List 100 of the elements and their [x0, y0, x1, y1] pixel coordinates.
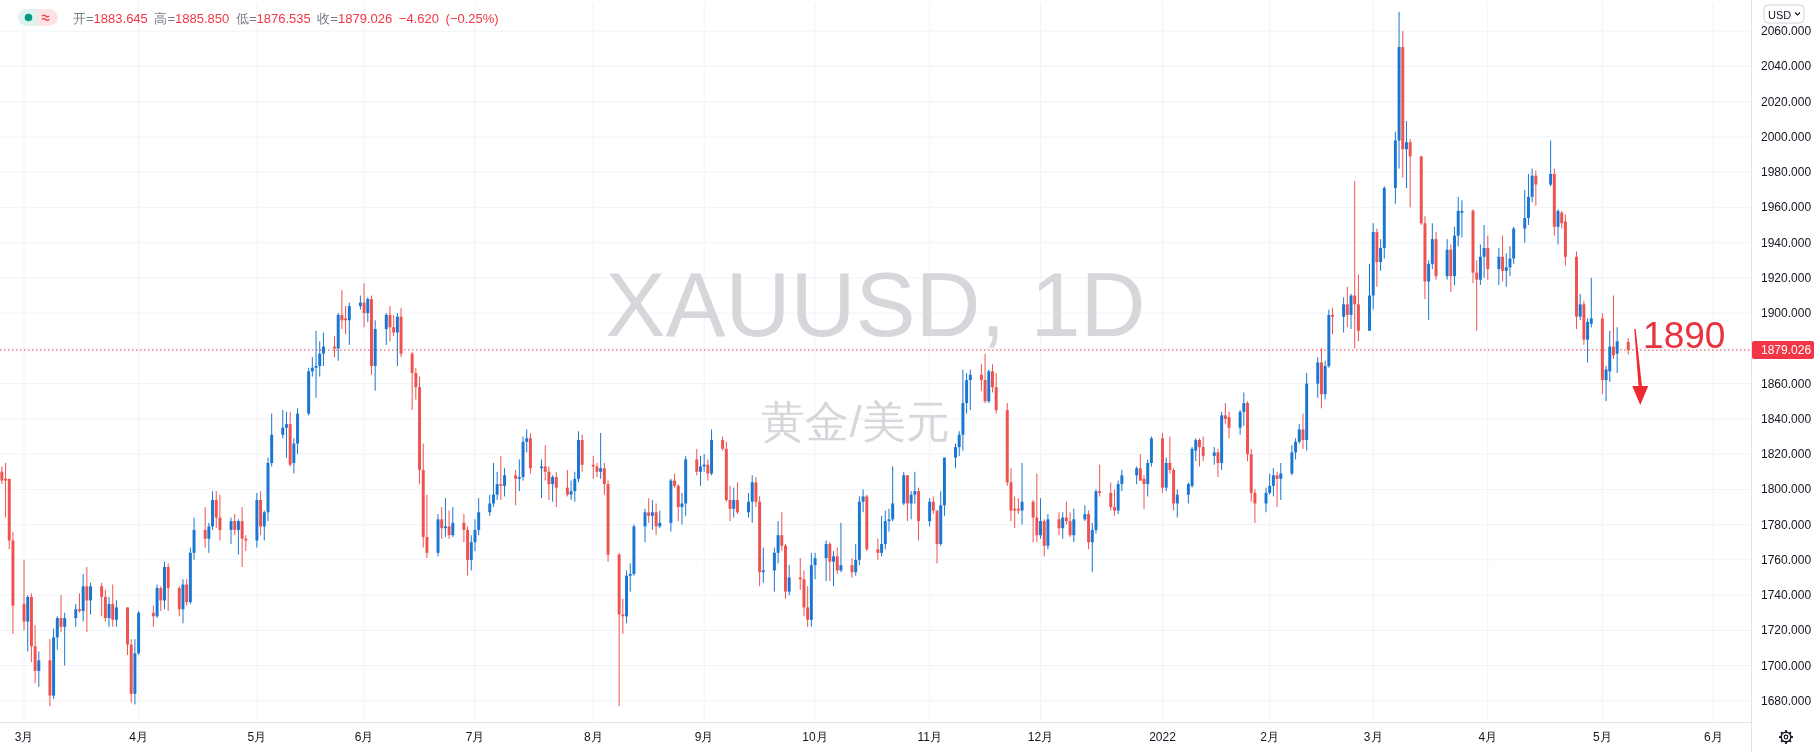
- y-tick-label: 1940.000: [1761, 235, 1812, 250]
- candlestick: [340, 289, 344, 330]
- candlestick: [114, 599, 118, 628]
- candlestick: [1146, 458, 1150, 497]
- candlestick: [676, 483, 680, 522]
- y-tick-label: 1700.000: [1761, 658, 1812, 673]
- candlestick: [1083, 504, 1087, 522]
- y-tick-label: 2060.000: [1761, 24, 1812, 39]
- candlestick: [968, 369, 972, 411]
- candlestick: [1345, 286, 1349, 328]
- candlestick: [883, 510, 887, 550]
- candlestick: [698, 455, 702, 487]
- candlestick: [706, 458, 710, 482]
- x-tick-label: 6月: [354, 730, 374, 744]
- candlestick: [647, 497, 651, 524]
- candlestick: [440, 506, 444, 540]
- y-tick-label: 1760.000: [1761, 552, 1812, 567]
- candlestick: [233, 513, 237, 536]
- candlestick: [499, 455, 503, 501]
- x-tick-label: 10月: [802, 730, 828, 744]
- candlestick: [554, 471, 558, 508]
- candlestick: [37, 651, 41, 688]
- x-tick-label: 7月: [465, 730, 485, 744]
- candlestick: [540, 458, 543, 499]
- candlestick: [1501, 235, 1505, 282]
- candlestick: [1068, 511, 1072, 538]
- ref-line-label: 1879.026: [1761, 343, 1812, 358]
- candlestick: [650, 499, 654, 531]
- candlestick: [85, 566, 89, 633]
- x-tick-label: 2022: [1149, 730, 1177, 744]
- candlestick: [1301, 413, 1305, 450]
- x-tick-label: 6月: [1703, 730, 1723, 744]
- candlestick: [1271, 467, 1275, 497]
- candlestick: [63, 612, 67, 667]
- candlestick: [1460, 199, 1464, 238]
- candlestick: [388, 305, 392, 342]
- x-tick-label: 4月: [129, 730, 148, 744]
- candlestick: [747, 492, 750, 519]
- x-tick-label: 12月: [1027, 730, 1054, 744]
- y-tick-label: 1920.000: [1761, 270, 1812, 285]
- x-tick-label: 9月: [694, 730, 714, 744]
- candlestick: [1379, 238, 1383, 272]
- y-tick-label: 1840.000: [1761, 411, 1812, 426]
- candlestick: [344, 305, 348, 335]
- y-tick-label: 1820.000: [1761, 447, 1812, 462]
- text: 开=1883.645 高=1885.850 低=1876.535 收=1879.026 −4.620 (−0.25%): [73, 10, 499, 26]
- candlestick: [1611, 295, 1615, 360]
- candlestick: [1482, 224, 1486, 279]
- candlestick: [207, 522, 211, 554]
- candlestick: [1427, 259, 1431, 321]
- candlestick: [1275, 471, 1279, 508]
- x-tick-label: 8月: [583, 730, 603, 744]
- candlestick: [599, 432, 603, 480]
- candlestick: [954, 443, 957, 469]
- candlestick: [384, 312, 388, 346]
- candlestick: [89, 582, 93, 615]
- candlestick: [488, 494, 492, 517]
- candlestick: [151, 605, 155, 628]
- y-axis-title: USD: [1768, 8, 1792, 21]
- candlestick: [22, 559, 26, 631]
- candlestick: [100, 582, 104, 617]
- candlestick: [395, 312, 399, 367]
- candlestick: [854, 543, 858, 577]
- candlestick: [1486, 235, 1490, 281]
- candlestick: [832, 550, 836, 587]
- candlestick: [824, 539, 828, 582]
- candlestick: [1523, 189, 1527, 244]
- y-tick-label: 2020.000: [1761, 94, 1812, 109]
- y-tick-label: 2040.000: [1761, 59, 1812, 74]
- candlestick: [1497, 247, 1501, 286]
- candlestick: [551, 474, 555, 503]
- candlestick: [1615, 326, 1619, 374]
- candlestick: [991, 363, 994, 393]
- candlestick: [159, 585, 163, 612]
- y-tick-label: 1860.000: [1761, 376, 1812, 391]
- candlestick: [1061, 511, 1065, 540]
- candlestick: [735, 481, 739, 515]
- candlestick: [1175, 488, 1179, 519]
- candlestick: [1534, 169, 1538, 207]
- candlestick: [1112, 488, 1116, 517]
- x-tick-label: 5月: [1593, 730, 1612, 744]
- x-tick-label: 3月: [1363, 730, 1383, 744]
- candlestick: [1109, 481, 1113, 512]
- candlestick: [1586, 317, 1590, 363]
- candlestick: [1331, 307, 1335, 335]
- candlestick: [236, 518, 240, 556]
- candlestick: [1098, 464, 1102, 497]
- candlestick: [787, 564, 791, 596]
- y-tick-label: 1980.000: [1761, 165, 1812, 180]
- candlestick: [314, 330, 318, 399]
- candlestick: [839, 522, 843, 573]
- candlestick: [1020, 462, 1024, 526]
- candlestick: [1342, 296, 1346, 334]
- candlestick: [565, 469, 569, 497]
- y-tick-label: 1740.000: [1761, 588, 1812, 603]
- candlestick: [1349, 293, 1353, 330]
- x-tick-label: 3月: [14, 730, 34, 744]
- candlestick: [573, 471, 577, 503]
- candlestick: [1201, 436, 1205, 462]
- candlestick: [362, 282, 366, 328]
